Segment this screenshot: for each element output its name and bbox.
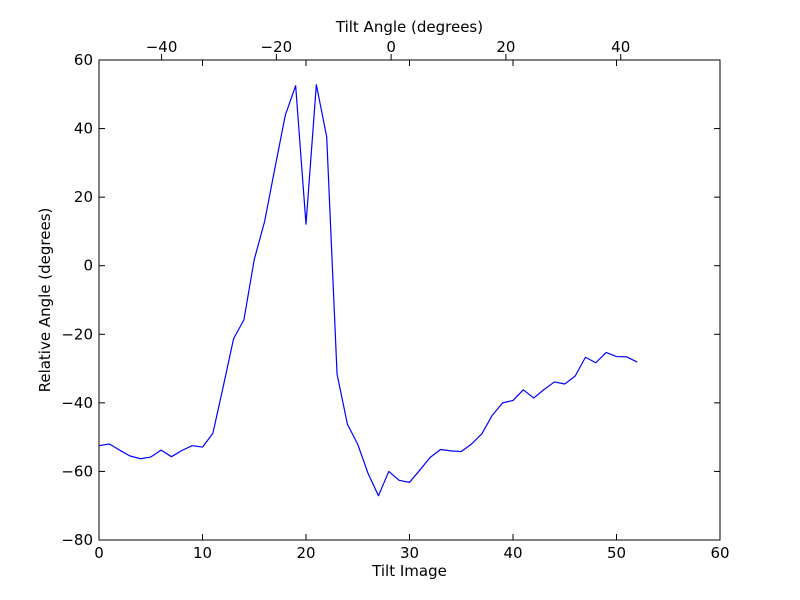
x-tick-label: 20 bbox=[296, 544, 315, 562]
y-axis-title: Relative Angle (degrees) bbox=[36, 208, 54, 393]
plot-frame bbox=[98, 59, 721, 541]
x-tick-label: 30 bbox=[400, 544, 419, 562]
x-tick-label: 50 bbox=[607, 544, 626, 562]
y-tick-label: −80 bbox=[61, 531, 93, 549]
y-tick-label: −40 bbox=[61, 394, 93, 412]
x2-tick-label: 0 bbox=[386, 38, 396, 56]
x2-tick-label: −20 bbox=[261, 38, 293, 56]
x-axis-title: Tilt Image bbox=[371, 562, 447, 580]
x-tick-label: 40 bbox=[503, 544, 522, 562]
x-tick-label: 60 bbox=[710, 544, 729, 562]
series-line bbox=[98, 84, 638, 497]
y-tick-label: 20 bbox=[74, 188, 93, 206]
y-tick-label: −60 bbox=[61, 462, 93, 480]
y-tick-label: 60 bbox=[74, 51, 93, 69]
x-tick-label: 0 bbox=[94, 544, 104, 562]
y-tick-label: 40 bbox=[74, 120, 93, 138]
y-tick-label: −20 bbox=[61, 325, 93, 343]
y-tick-label: 0 bbox=[83, 257, 93, 275]
x2-tick-label: −40 bbox=[146, 38, 178, 56]
x-tick-label: 10 bbox=[193, 544, 212, 562]
x2-tick-label: 40 bbox=[611, 38, 630, 56]
x2-axis-title: Tilt Angle (degrees) bbox=[335, 18, 483, 36]
x2-tick-label: 20 bbox=[496, 38, 515, 56]
